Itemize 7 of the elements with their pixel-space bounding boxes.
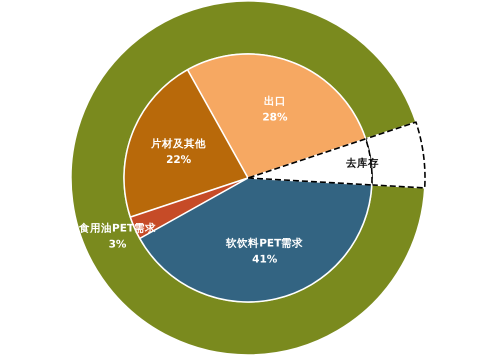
slice-label: 软饮料PET需求 <box>225 236 304 250</box>
data-label: 41% <box>252 253 278 266</box>
data-label: 28% <box>262 112 288 124</box>
data-label: 3% <box>108 238 127 251</box>
slice-label: 出口 <box>264 94 286 108</box>
data-label: 22% <box>166 154 192 166</box>
slice-label: 片材及其他 <box>150 137 208 150</box>
